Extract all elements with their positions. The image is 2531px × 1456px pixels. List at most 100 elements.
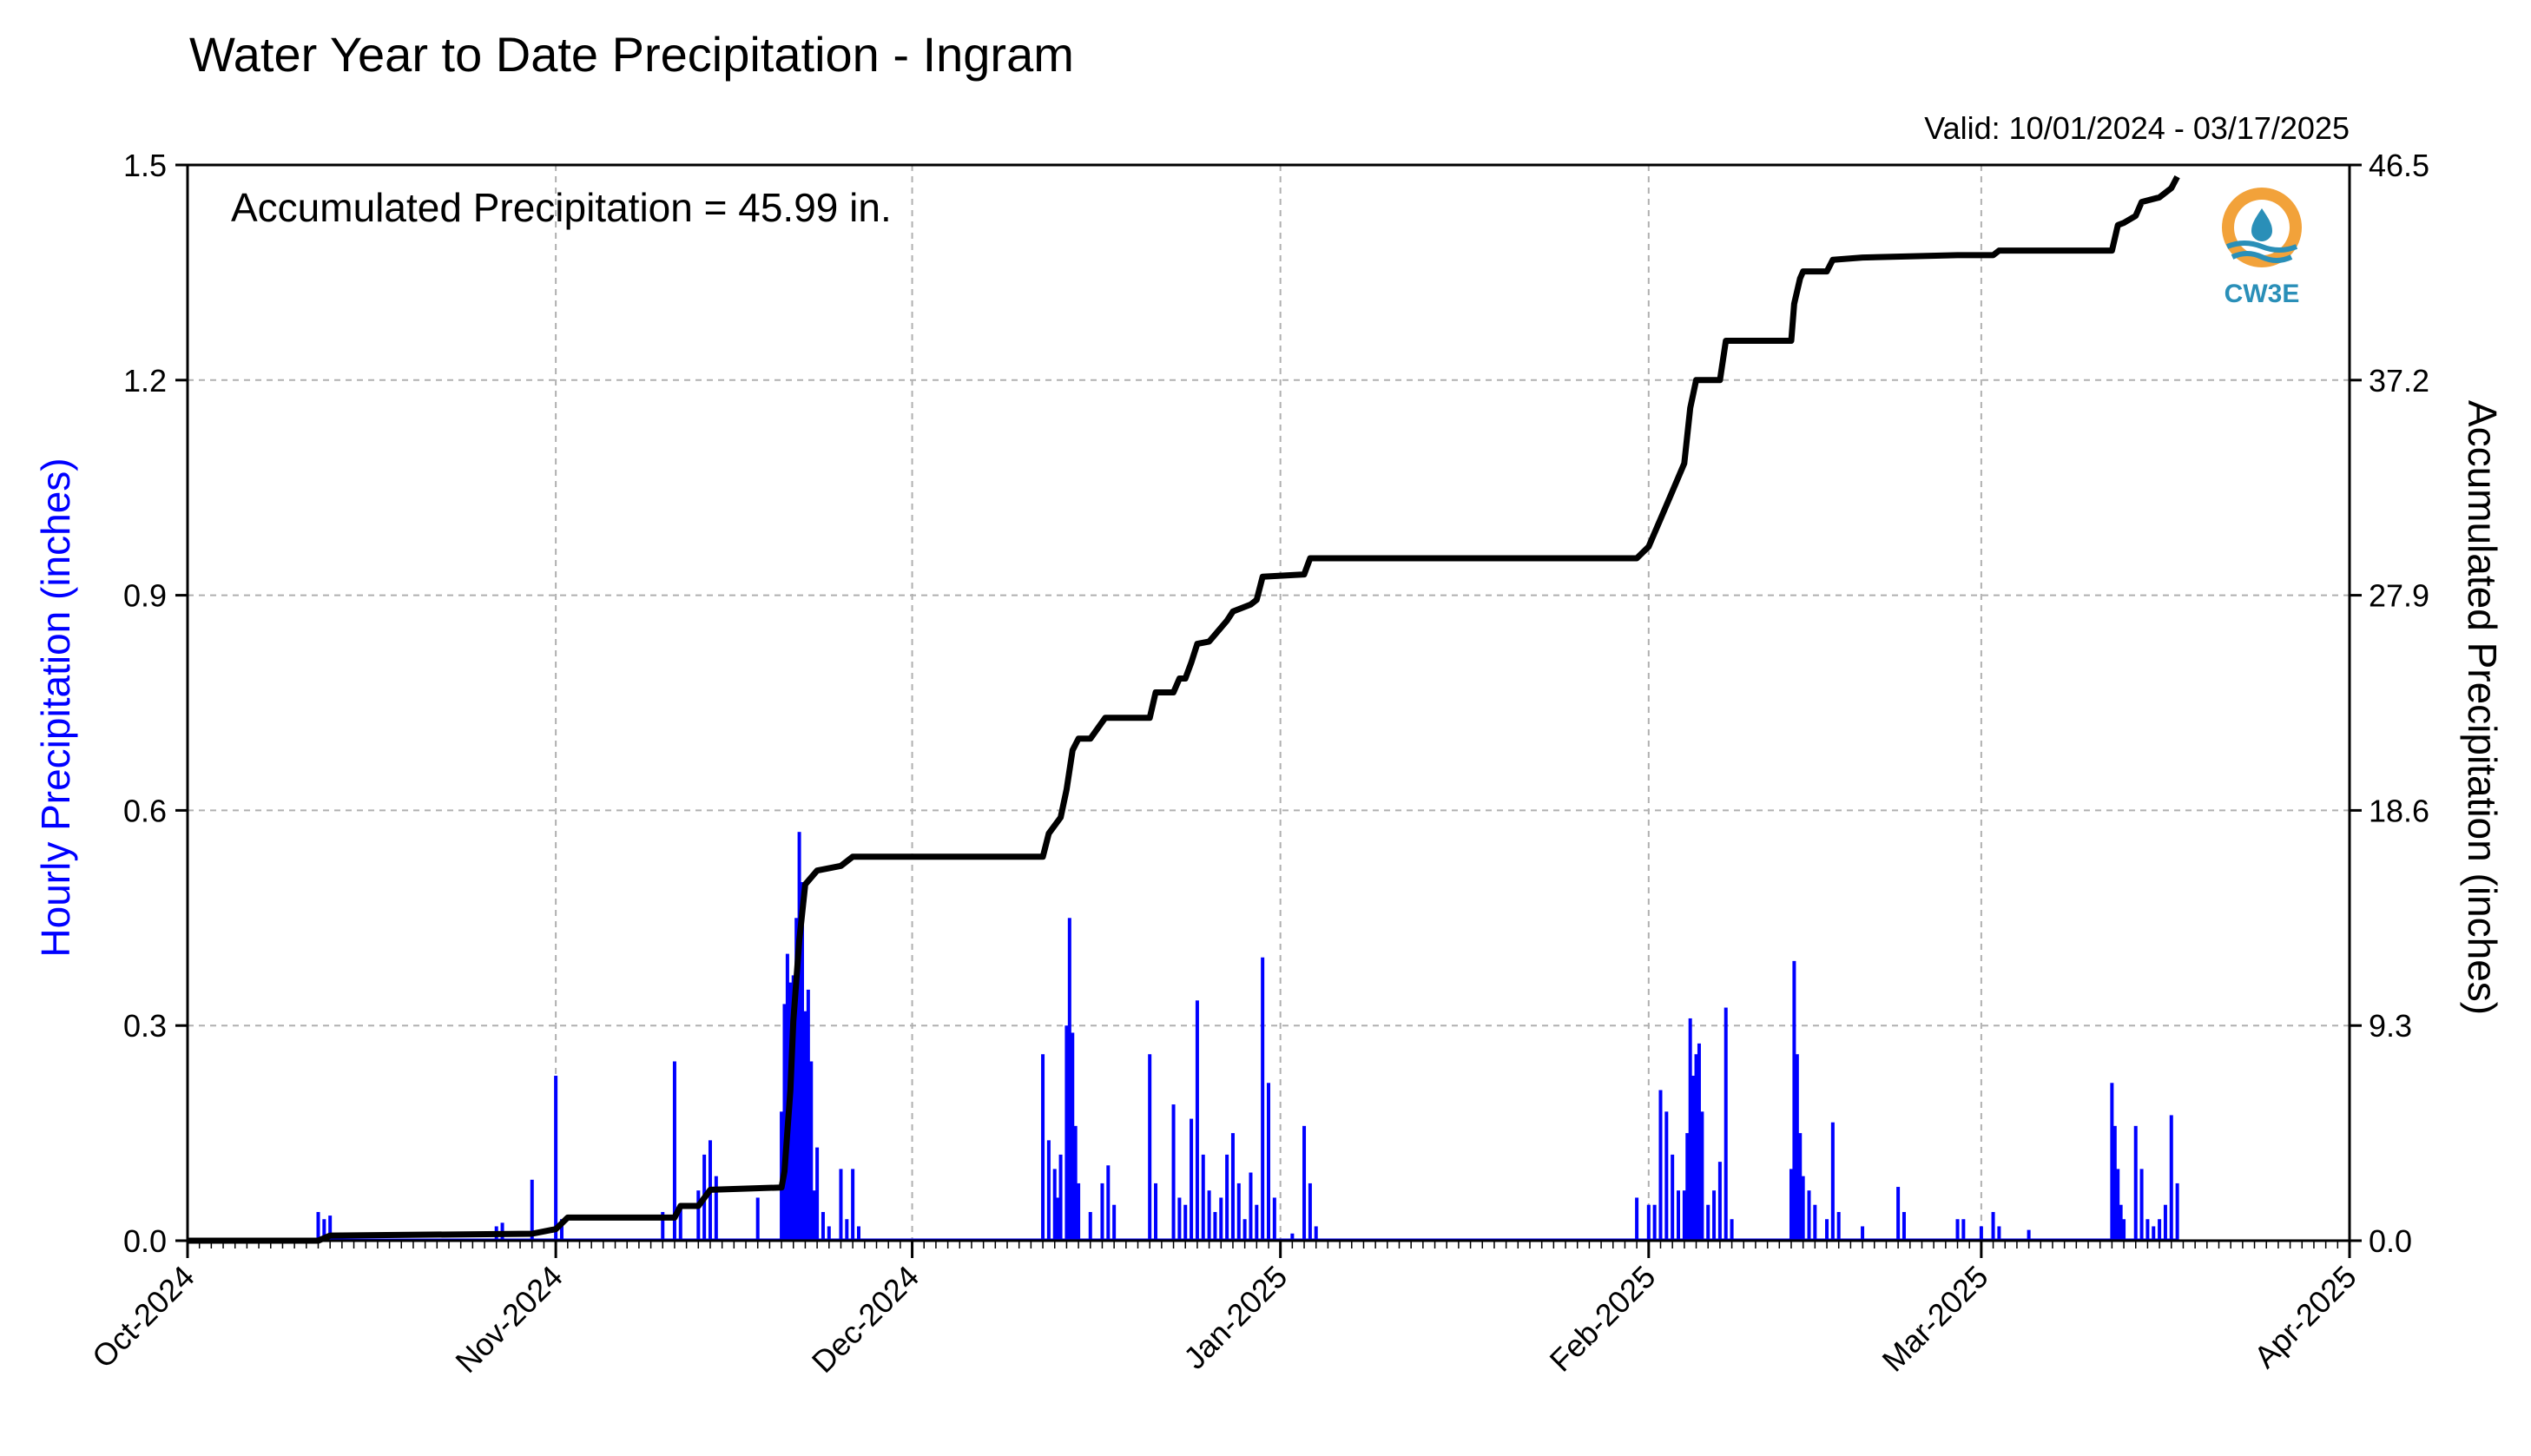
- hourly-bar: [1255, 1204, 1259, 1241]
- hourly-bar: [2122, 1219, 2126, 1241]
- hourly-bar: [1171, 1104, 1176, 1241]
- hourly-bar: [2027, 1229, 2031, 1241]
- hourly-bar: [1697, 1043, 1701, 1241]
- hourly-bar: [1813, 1204, 1817, 1241]
- hourly-bar: [1671, 1154, 1675, 1241]
- hourly-bar: [1207, 1190, 1211, 1241]
- hourly-bar: [1830, 1122, 1835, 1241]
- hourly-bar: [1991, 1211, 1995, 1241]
- hourly-bar: [821, 1211, 825, 1241]
- hourly-bar: [755, 1197, 760, 1241]
- hourly-bar: [1213, 1211, 1217, 1241]
- hourly-bar: [839, 1169, 843, 1241]
- hourly-bar: [530, 1179, 534, 1241]
- x-tick-label: Jan-2025: [1177, 1259, 1294, 1376]
- y-tick-label: 1.5: [123, 148, 167, 183]
- hourly-bar: [2175, 1183, 2179, 1241]
- hourly-bar: [803, 1011, 807, 1241]
- hourly-bar: [2116, 1169, 2120, 1241]
- hourly-bar: [1190, 1118, 1194, 1241]
- hourly-bar: [316, 1211, 320, 1241]
- y-tick-label: 0.9: [123, 578, 167, 614]
- y2-axis-label: Accumulated Precipitation (inches): [2460, 400, 2505, 1015]
- hourly-bar: [661, 1211, 665, 1241]
- hourly-bar: [1896, 1187, 1901, 1241]
- hourly-bar: [1267, 1083, 1270, 1241]
- hourly-bar: [1225, 1154, 1229, 1241]
- hourly-bar: [2145, 1219, 2150, 1241]
- hourly-bar: [1682, 1190, 1686, 1241]
- hourly-bar: [1219, 1197, 1223, 1241]
- hourly-bar: [559, 1219, 564, 1241]
- hourly-bar: [1677, 1190, 1681, 1241]
- hourly-bar: [1635, 1197, 1639, 1241]
- plot-frame: [186, 163, 2351, 1242]
- water-drop-icon: [2251, 208, 2272, 241]
- y-tick-label: 0.0: [123, 1223, 167, 1259]
- hourly-bar: [1979, 1226, 1983, 1241]
- hourly-bar: [1177, 1197, 1182, 1241]
- hourly-bar: [1046, 1140, 1051, 1241]
- hourly-bar: [1658, 1090, 1663, 1241]
- hourly-bar: [1077, 1183, 1081, 1241]
- x-tick-label: Feb-2025: [1542, 1259, 1662, 1379]
- hourly-bar: [1706, 1204, 1710, 1241]
- hourly-bar: [1261, 957, 1265, 1241]
- hourly-bar: [797, 832, 801, 1241]
- hourly-bar: [2112, 1125, 2117, 1241]
- hourly-bar: [856, 1226, 860, 1241]
- accumulated-line: [188, 175, 2180, 1244]
- hourly-bar: [2133, 1125, 2138, 1241]
- hourly-bar: [1691, 1076, 1696, 1241]
- hourly-bar: [1700, 1111, 1704, 1241]
- hourly-bar: [1792, 960, 1796, 1241]
- hourly-bar: [1290, 1233, 1295, 1241]
- hourly-bar: [1652, 1204, 1657, 1241]
- hourly-bar: [1664, 1111, 1669, 1241]
- hourly-bar: [328, 1216, 333, 1241]
- accumulated-annotation: Accumulated Precipitation = 45.99 in.: [231, 185, 892, 230]
- hourly-bar: [1798, 1133, 1803, 1241]
- hourly-bar: [1148, 1054, 1152, 1241]
- y2-tick-label: 18.6: [2369, 793, 2429, 828]
- hourly-bar: [1961, 1219, 1966, 1241]
- hourly-bar: [1272, 1197, 1276, 1241]
- hourly-bar: [1789, 1169, 1793, 1241]
- hourly-bar: [1071, 1032, 1075, 1241]
- hourly-bar: [1902, 1211, 1906, 1241]
- hourly-bar: [1056, 1197, 1060, 1241]
- hourly-bar: [1052, 1169, 1057, 1241]
- hourly-bar: [1308, 1183, 1312, 1241]
- hourly-bar: [1302, 1125, 1307, 1241]
- hourly-bar: [791, 975, 795, 1241]
- hourly-bar: [322, 1219, 326, 1241]
- y-axis-label: Hourly Precipitation (inches): [33, 458, 78, 957]
- y-tick-label: 0.3: [123, 1008, 167, 1044]
- hourly-bar: [2152, 1226, 2156, 1241]
- hourly-bar: [809, 1061, 814, 1241]
- axes: 0.0 0.3 0.6 0.9 1.2 1.5 0.0 9.3 18.6 27.9 37.2 46.5…: [85, 148, 2429, 1380]
- hourly-bar: [696, 1190, 701, 1241]
- hourly-bar: [1067, 918, 1071, 1241]
- hourly-bar: [1861, 1226, 1865, 1241]
- y2-tick-label: 37.2: [2369, 363, 2429, 399]
- hourly-bar: [2158, 1219, 2162, 1241]
- y2-tick-label: 46.5: [2369, 148, 2429, 183]
- x-tick-label: Oct-2024: [85, 1259, 201, 1375]
- valid-date-range: Valid: 10/01/2024 - 03/17/2025: [1924, 110, 2350, 146]
- grid-lines: [188, 165, 2350, 1241]
- cw3e-logo: CW3E: [2222, 188, 2302, 308]
- hourly-bar: [2163, 1204, 2167, 1241]
- hourly-bar: [1242, 1219, 1247, 1241]
- hourly-bar: [1955, 1219, 1960, 1241]
- hourly-bar: [1064, 1025, 1069, 1241]
- hourly-bar: [678, 1204, 682, 1241]
- hourly-bar: [1801, 1176, 1805, 1241]
- hourly-bar: [1646, 1204, 1651, 1241]
- logo-text: CW3E: [2225, 280, 2300, 308]
- hourly-bar: [1249, 1172, 1253, 1241]
- hourly-bar: [1195, 1000, 1199, 1241]
- hourly-bars: [188, 832, 2179, 1242]
- hourly-bar: [1183, 1204, 1188, 1241]
